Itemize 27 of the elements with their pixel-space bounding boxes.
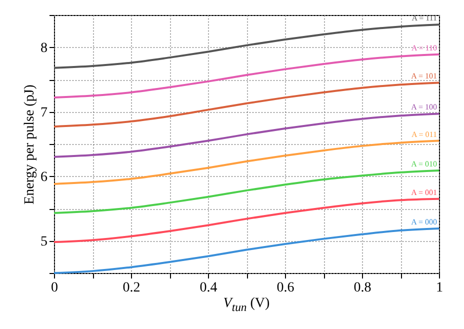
- x-tick-label: 0: [51, 280, 58, 296]
- y-tick-label: 7: [40, 105, 48, 120]
- line-series: [53, 112, 440, 158]
- y-tick-label: 8: [40, 40, 48, 56]
- series-label: A = 011: [411, 130, 437, 139]
- x-tick-label: 1: [436, 280, 443, 296]
- series-label: A = 110: [411, 43, 437, 52]
- series-label: A = 010: [411, 159, 437, 168]
- y-axis-title: Energy per pulse (pJ): [22, 84, 38, 204]
- series-label: A = 100: [411, 102, 437, 112]
- series-label: A = 000: [411, 217, 437, 226]
- y-tick-label: 6: [40, 170, 48, 185]
- series-label: A = 111: [412, 14, 437, 23]
- x-tick-label: 0.8: [354, 280, 372, 296]
- series-label: A = 101: [411, 72, 437, 81]
- series-label: A = 001: [411, 188, 437, 197]
- y-tick-label: 5: [40, 234, 48, 250]
- x-tick-label: 0.6: [276, 280, 294, 296]
- line-series: [53, 24, 440, 69]
- line-series: [53, 82, 440, 128]
- line-series: [53, 140, 440, 185]
- line-series: [53, 169, 440, 214]
- x-axis-title: V$_{tun}$ (V): [222, 296, 271, 314]
- x-tick-label: 0.2: [122, 280, 140, 296]
- x-tick-label: 0.4: [200, 280, 218, 296]
- line-series: [53, 53, 440, 99]
- line-series: [53, 198, 440, 244]
